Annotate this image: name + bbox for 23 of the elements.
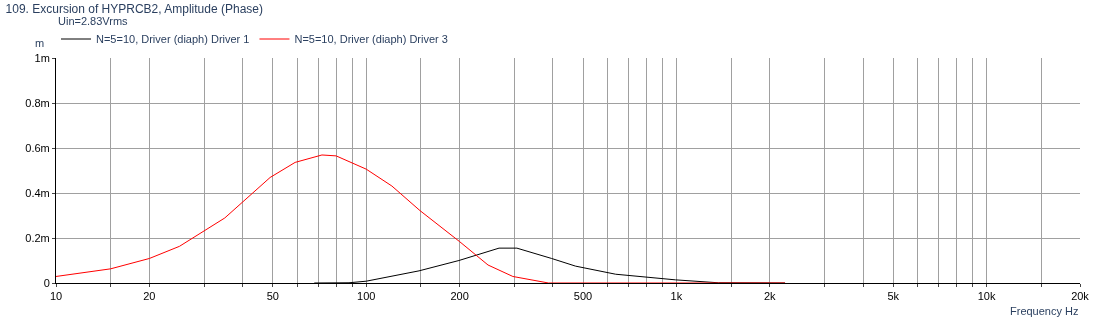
x-tick-label: 5k (887, 290, 900, 303)
y-tick-label: 0.8m (25, 96, 50, 109)
x-tick-label: 100 (357, 290, 376, 303)
y-tick-label: 0 (43, 276, 50, 289)
x-tick-label: 10k (977, 290, 996, 303)
y-tick-label: 0.4m (25, 186, 50, 199)
x-tick-label: 50 (266, 290, 279, 303)
x-tick-label: 200 (450, 290, 469, 303)
x-tick-label: 10 (49, 290, 63, 303)
x-tick-label: 20 (143, 290, 156, 303)
x-tick-label: 1k (670, 290, 683, 303)
y-tick-label: 0.6m (25, 141, 50, 154)
y-tick-label: 1m (34, 51, 50, 64)
y-tick-label: 0.2m (25, 231, 50, 244)
x-tick-label: 20k (1071, 290, 1090, 303)
x-tick-label: 500 (573, 290, 593, 303)
x-axis-title: Frequency Hz (1010, 305, 1079, 317)
legend-label: N=5=10, Driver (diaph) Driver 1 (96, 33, 250, 46)
text: Uin=2.83Vrms (58, 15, 129, 27)
x-tick-label: 2k (763, 290, 777, 303)
y-axis-title: m (35, 37, 45, 49)
chart-title: 109. Excursion of HYPRCB2, Amplitude (Phase) (5, 2, 264, 17)
legend-label: N=5=10, Driver (diaph) Driver 3 (294, 33, 448, 46)
